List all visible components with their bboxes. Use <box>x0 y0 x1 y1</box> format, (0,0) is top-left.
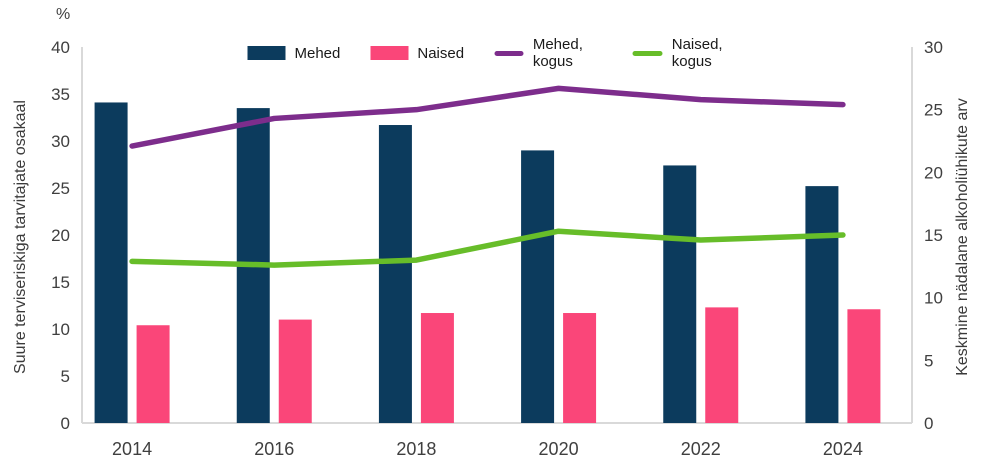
left-axis-tick: 25 <box>51 179 70 198</box>
right-axis-tick: 10 <box>924 289 943 308</box>
legend-label: Naised, kogus <box>671 36 723 70</box>
x-axis-label: 2016 <box>254 439 294 459</box>
bar-naised-2018[interactable] <box>420 313 454 423</box>
line-naised-kogus <box>129 228 846 268</box>
line-mehed-kogus <box>129 85 846 149</box>
bar-mehed-2022[interactable] <box>663 165 697 423</box>
bar-naised-2024[interactable] <box>847 309 881 423</box>
legend-label: Mehed <box>294 44 341 62</box>
legend-label: Mehed, kogus <box>532 36 583 70</box>
legend-label: Naised <box>417 44 465 62</box>
left-axis-tick: 30 <box>51 132 70 151</box>
legend-line-swatch-naised-kogus <box>632 50 663 56</box>
left-axis-tick: 5 <box>61 367 70 386</box>
legend-item-naised-kogus[interactable]: Naised, kogus <box>632 36 743 70</box>
legend-bar-swatch-mehed <box>247 46 286 60</box>
legend-item-mehed[interactable]: Mehed <box>247 44 341 62</box>
right-axis-tick: 5 <box>924 351 933 370</box>
bar-naised-2022[interactable] <box>705 307 739 423</box>
legend-bar-swatch-naised <box>370 46 409 60</box>
bar-mehed-2020[interactable] <box>521 150 555 423</box>
bar-mehed-2014[interactable] <box>94 102 128 424</box>
left-axis-tick: 10 <box>51 320 70 339</box>
left-axis-tick: 15 <box>51 273 70 292</box>
x-axis-label: 2014 <box>112 439 152 459</box>
left-axis-tick: 20 <box>51 226 70 245</box>
left-axis-tick: 35 <box>51 85 70 104</box>
bar-mehed-2018[interactable] <box>378 125 412 424</box>
x-axis-label: 2018 <box>396 439 436 459</box>
legend-line-swatch-mehed-kogus <box>494 50 524 56</box>
x-axis-label: 2022 <box>681 439 721 459</box>
legend-item-mehed-kogus[interactable]: Mehed, kogus <box>494 36 603 70</box>
legend-item-naised[interactable]: Naised <box>370 45 464 62</box>
right-axis-tick: 30 <box>924 38 943 57</box>
right-axis-tick: 25 <box>924 101 943 120</box>
legend: Mehed Naised Mehed, kogus Naised, kogus <box>247 36 743 70</box>
right-axis-tick: 20 <box>924 163 943 182</box>
right-axis-tick: 15 <box>924 226 943 245</box>
x-axis-label: 2020 <box>539 439 579 459</box>
x-axis-label: 2024 <box>823 439 863 459</box>
bar-naised-2016[interactable] <box>278 319 312 423</box>
left-axis-unit-label: % <box>56 6 71 23</box>
bar-naised-2020[interactable] <box>563 313 597 423</box>
left-axis-tick: 0 <box>61 414 70 433</box>
bar-mehed-2024[interactable] <box>805 186 839 423</box>
right-axis-tick: 0 <box>924 414 933 433</box>
bar-naised-2014[interactable] <box>136 325 170 423</box>
left-axis-tick: 40 <box>51 38 70 57</box>
